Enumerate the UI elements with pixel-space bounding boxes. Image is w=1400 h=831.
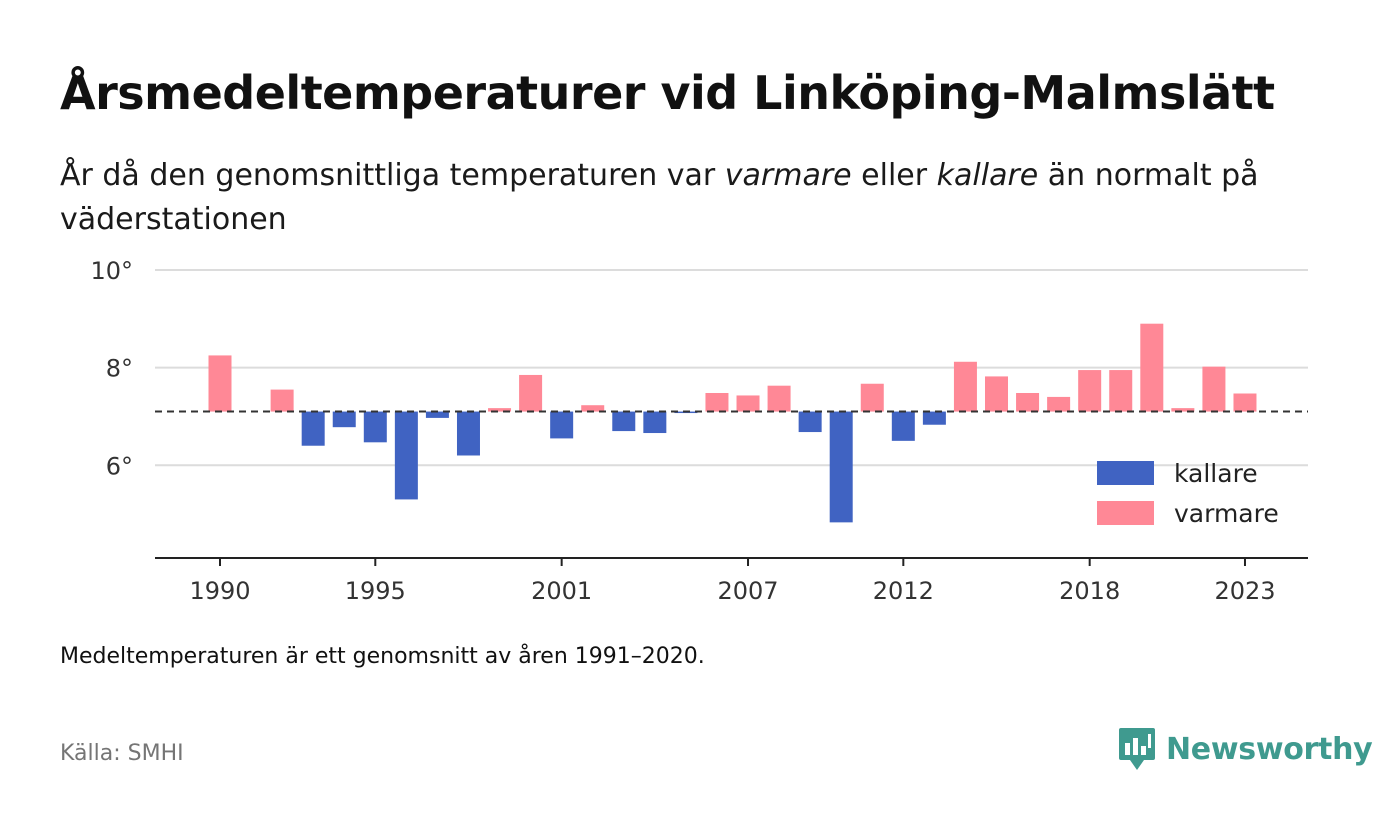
legend-label-kallare: kallare	[1174, 459, 1258, 488]
x-tick-label: 2007	[717, 577, 778, 605]
bar-varmare-2006	[705, 393, 729, 412]
bar-varmare-1992	[270, 389, 294, 412]
bar-varmare-2022	[1202, 366, 1226, 412]
subtitle-text-3: än normalt på väderstationen	[60, 158, 1259, 237]
bar-varmare-1990	[208, 355, 232, 412]
subtitle-text-1: År då den genomsnittliga temperaturen va…	[60, 158, 725, 193]
bar-varmare-2002	[581, 405, 605, 412]
bar-kallare-2013	[922, 411, 946, 425]
bar-varmare-2011	[860, 383, 884, 412]
bar-kallare-1998	[456, 411, 480, 456]
bar-kallare-2001	[550, 411, 574, 439]
x-tick-label: 2023	[1214, 577, 1275, 605]
brand-logo: Newsworthy	[1118, 726, 1373, 772]
bar-varmare-2016	[1016, 393, 1040, 412]
bar-varmare-2017	[1047, 396, 1071, 412]
bar-varmare-2021	[1171, 408, 1195, 412]
bar-kallare-1993	[301, 411, 325, 446]
axis-layer: 6° 8° 10° 1990 1995 2001 2007 2012 2018 2023	[90, 257, 1308, 605]
bar-varmare-2007	[736, 395, 760, 412]
bar-kallare-2009	[798, 411, 822, 433]
bar-varmare-2023	[1233, 393, 1257, 412]
legend-swatch-kallare	[1097, 461, 1154, 485]
y-tick-label: 10°	[90, 257, 133, 285]
subtitle-warm-word: varmare	[724, 158, 852, 193]
bar-kallare-1996	[394, 411, 418, 500]
grid-layer	[155, 269, 1308, 467]
bar-varmare-2018	[1078, 370, 1102, 412]
legend: kallare varmare	[1097, 459, 1279, 528]
bar-kallare-2010	[829, 411, 853, 523]
x-tick-label: 1990	[189, 577, 250, 605]
source-credit: Källa: SMHI	[60, 741, 184, 766]
newsworthy-logo-icon	[1119, 728, 1155, 770]
bar-kallare-2012	[891, 411, 915, 441]
x-tick-label: 2012	[873, 577, 934, 605]
bar-kallare-1995	[363, 411, 387, 443]
subtitle-cold-word: kallare	[936, 158, 1039, 193]
bar-varmare-2008	[767, 385, 791, 412]
bar-varmare-2014	[953, 361, 977, 412]
bar-varmare-2020	[1140, 323, 1164, 412]
brand-name: Newsworthy	[1166, 731, 1373, 767]
bar-varmare-2019	[1109, 370, 1133, 412]
bar-varmare-2000	[519, 374, 543, 412]
bar-varmare-1999	[488, 408, 512, 412]
legend-label-varmare: varmare	[1174, 499, 1279, 528]
bar-kallare-1997	[425, 411, 449, 418]
chart-title: Årsmedeltemperaturer vid Linköping-Malms…	[60, 66, 1275, 120]
chart-subtitle: År då den genomsnittliga temperaturen va…	[60, 154, 1340, 242]
y-tick-label: 8°	[106, 355, 133, 383]
bar-kallare-2003	[612, 411, 636, 432]
footnote: Medeltemperaturen är ett genomsnitt av å…	[60, 644, 705, 669]
x-tick-label: 2001	[531, 577, 592, 605]
bar-kallare-2004	[643, 411, 667, 434]
bar-varmare-2015	[985, 376, 1008, 412]
bar-kallare-1994	[332, 411, 356, 428]
bars-layer	[208, 323, 1257, 523]
subtitle-text-2: eller	[851, 158, 937, 193]
legend-swatch-varmare	[1097, 501, 1154, 525]
x-tick-label: 2018	[1059, 577, 1120, 605]
x-tick-label: 1995	[345, 577, 406, 605]
y-tick-label: 6°	[106, 452, 133, 480]
